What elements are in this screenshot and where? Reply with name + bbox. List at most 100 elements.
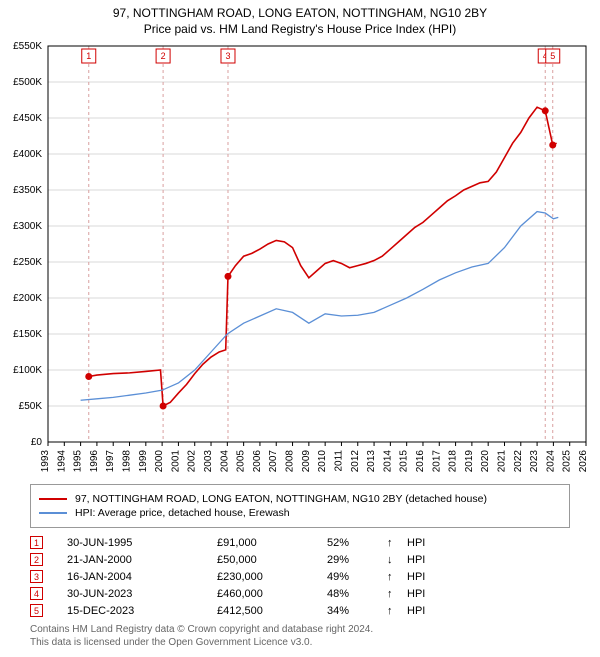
transaction-row: 4 30-JUN-2023£460,00048%↑HPI <box>30 587 570 600</box>
transaction-date: 30-JUN-1995 <box>67 537 217 549</box>
arrow-up-icon: ↑ <box>387 571 407 583</box>
transaction-vs: HPI <box>407 605 425 617</box>
x-tick-label: 2024 <box>545 450 556 473</box>
x-tick-label: 2008 <box>285 450 296 473</box>
transaction-date: 21-JAN-2000 <box>67 554 217 566</box>
x-tick-label: 2009 <box>301 450 312 473</box>
x-tick-label: 2019 <box>464 450 475 473</box>
transaction-point <box>542 107 549 114</box>
transaction-vs: HPI <box>407 588 425 600</box>
footer-line-1: Contains HM Land Registry data © Crown c… <box>30 623 570 636</box>
legend-swatch <box>39 498 67 500</box>
y-tick-label: £500K <box>13 77 42 88</box>
transaction-pct: 48% <box>327 588 387 600</box>
arrow-down-icon: ↓ <box>387 554 407 566</box>
y-tick-label: £150K <box>13 329 42 340</box>
x-tick-label: 2018 <box>448 450 459 473</box>
transaction-point <box>85 373 92 380</box>
x-tick-label: 2002 <box>187 450 198 473</box>
x-tick-label: 2020 <box>480 450 491 473</box>
x-tick-label: 2014 <box>382 450 393 473</box>
marker-box-number: 1 <box>86 51 91 61</box>
marker-box-number: 2 <box>161 51 166 61</box>
transaction-point <box>224 273 231 280</box>
x-tick-label: 1993 <box>40 450 51 473</box>
x-tick-label: 2015 <box>399 450 410 473</box>
y-tick-label: £300K <box>13 221 42 232</box>
transaction-row: 316-JAN-2004£230,00049%↑HPI <box>30 570 570 583</box>
transaction-vs: HPI <box>407 571 425 583</box>
x-tick-label: 2003 <box>203 450 214 473</box>
transaction-price: £50,000 <box>217 554 327 566</box>
transaction-point <box>549 142 556 149</box>
legend: 97, NOTTINGHAM ROAD, LONG EATON, NOTTING… <box>30 484 570 528</box>
transaction-pct: 34% <box>327 605 387 617</box>
transaction-vs: HPI <box>407 554 425 566</box>
legend-item: 97, NOTTINGHAM ROAD, LONG EATON, NOTTING… <box>39 493 561 505</box>
transaction-row: 130-JUN-1995£91,00052%↑HPI <box>30 536 570 549</box>
transactions-table: 130-JUN-1995£91,00052%↑HPI221-JAN-2000£5… <box>30 536 570 617</box>
transaction-pct: 52% <box>327 537 387 549</box>
y-tick-label: £50K <box>19 401 43 412</box>
chart-title: 97, NOTTINGHAM ROAD, LONG EATON, NOTTING… <box>0 6 600 20</box>
transaction-date: 16-JAN-2004 <box>67 571 217 583</box>
legend-swatch <box>39 512 67 514</box>
arrow-up-icon: ↑ <box>387 588 407 600</box>
y-tick-label: £400K <box>13 149 42 160</box>
x-tick-label: 2017 <box>431 450 442 473</box>
marker-box-number: 5 <box>550 51 555 61</box>
transaction-pct: 29% <box>327 554 387 566</box>
transaction-date: 30-JUN-2023 <box>67 588 217 600</box>
transaction-vs: HPI <box>407 537 425 549</box>
y-tick-label: £0 <box>31 437 43 448</box>
arrow-up-icon: ↑ <box>387 605 407 617</box>
transaction-price: £91,000 <box>217 537 327 549</box>
x-tick-label: 2016 <box>415 450 426 473</box>
transaction-price: £412,500 <box>217 605 327 617</box>
transaction-marker: 5 <box>30 604 43 617</box>
x-tick-label: 2013 <box>366 450 377 473</box>
transaction-point <box>160 403 167 410</box>
x-tick-label: 2006 <box>252 450 263 473</box>
x-tick-label: 2007 <box>268 450 279 473</box>
x-tick-label: 1998 <box>122 450 133 473</box>
transaction-marker: 1 <box>30 536 43 549</box>
chart-svg: £0 £50K £100K £150K £200K £250K £300K £350K £400… <box>0 36 600 476</box>
x-tick-label: 2021 <box>496 450 507 473</box>
legend-label: HPI: Average price, detached house, Erew… <box>75 507 290 519</box>
y-tick-label: £450K <box>13 113 42 124</box>
chart-area: £0 £50K £100K £150K £200K £250K £300K £350K £400… <box>0 36 600 476</box>
transaction-row: 5 15-DEC-2023£412,50034%↑HPI <box>30 604 570 617</box>
x-tick-label: 2012 <box>350 450 361 473</box>
y-tick-label: £350K <box>13 185 42 196</box>
x-tick-label: 2011 <box>333 450 344 472</box>
x-tick-label: 1999 <box>138 450 149 473</box>
chart-titles: 97, NOTTINGHAM ROAD, LONG EATON, NOTTING… <box>0 0 600 36</box>
x-tick-label: 1994 <box>56 450 67 473</box>
x-tick-label: 2005 <box>236 450 247 473</box>
transaction-price: £460,000 <box>217 588 327 600</box>
y-tick-label: £550K <box>13 41 42 52</box>
x-tick-label: 2023 <box>529 450 540 473</box>
x-tick-label: 2026 <box>578 450 589 473</box>
chart-subtitle: Price paid vs. HM Land Registry's House … <box>0 22 600 36</box>
y-tick-label: £250K <box>13 257 42 268</box>
y-tick-label: £100K <box>13 365 42 376</box>
transaction-marker: 3 <box>30 570 43 583</box>
transaction-row: 221-JAN-2000£50,00029%↓HPI <box>30 553 570 566</box>
legend-item: HPI: Average price, detached house, Erew… <box>39 507 561 519</box>
footer-line-2: This data is licensed under the Open Gov… <box>30 636 570 649</box>
x-tick-label: 1996 <box>89 450 100 473</box>
x-tick-label: 2001 <box>170 450 181 473</box>
footer: Contains HM Land Registry data © Crown c… <box>30 623 570 649</box>
transaction-price: £230,000 <box>217 571 327 583</box>
x-tick-label: 2004 <box>219 450 230 473</box>
x-tick-label: 1995 <box>73 450 84 473</box>
x-tick-label: 2025 <box>562 450 573 473</box>
x-tick-label: 1997 <box>105 450 116 473</box>
y-tick-label: £200K <box>13 293 42 304</box>
x-tick-label: 2010 <box>317 450 328 473</box>
marker-box-number: 3 <box>225 51 230 61</box>
transaction-marker: 4 <box>30 587 43 600</box>
transaction-date: 15-DEC-2023 <box>67 605 217 617</box>
